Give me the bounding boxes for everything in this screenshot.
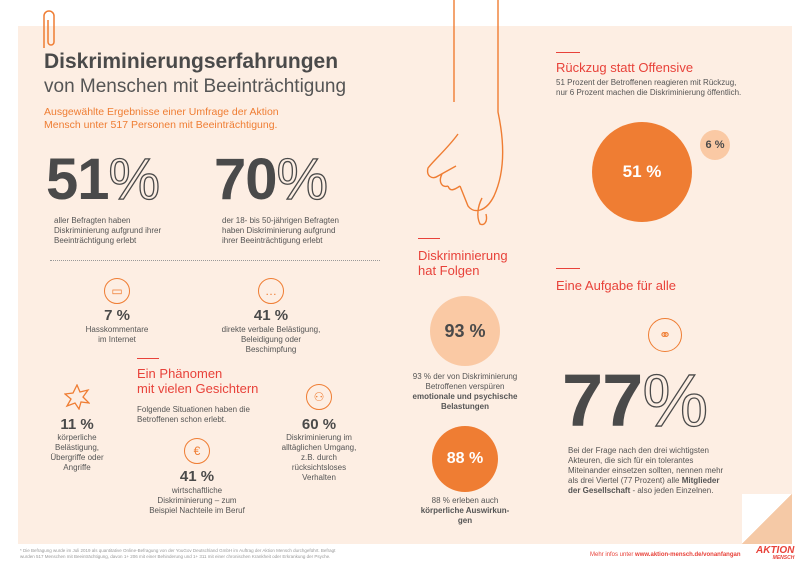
big-stat-number: 70	[214, 147, 278, 212]
circle-public-6: 6 %	[700, 130, 730, 160]
aktion-mensch-logo: AKTION MENSCH	[756, 545, 795, 562]
phenomenon-heading: Ein Phänomen mit vielen Gesichtern	[137, 366, 259, 396]
impact-icon	[64, 384, 90, 410]
stat-physical-desc: körperliche Belästigung, Übergriffe oder An…	[50, 433, 104, 472]
background-panel	[18, 26, 792, 544]
retreat-text: 51 Prozent der Betroffenen reagieren mit…	[556, 78, 742, 97]
section-rule	[556, 268, 580, 269]
stat-economic-desc: wirtschaftliche Diskriminierung – zum Beis…	[149, 486, 245, 515]
big-stat-77: 77%	[562, 358, 709, 443]
section-rule	[418, 238, 440, 239]
section-rule	[556, 52, 580, 53]
stat-physical-value: 11 %	[60, 416, 94, 433]
task-heading: Eine Aufgabe für alle	[556, 278, 676, 293]
big-stat-pct: %	[108, 146, 161, 212]
stat-economic-value: 41 %	[179, 468, 215, 485]
circle-93: 93 %	[430, 296, 500, 366]
handshake-icon: ⚭	[648, 318, 682, 352]
big-stat-70-desc: der 18- bis 50-jährigen Befragten haben D…	[222, 216, 339, 245]
monitor-icon: ▭	[104, 278, 130, 304]
big-stat-70: 70%	[214, 146, 329, 213]
stat-hate-desc: Hasskommentare im Internet	[85, 325, 149, 344]
page-title: Diskriminierungserfahrungen	[44, 50, 339, 73]
big-stat-pct: %	[276, 146, 329, 212]
consequences-88-desc: 88 % erleben auch körperliche Auswirkun-…	[420, 496, 510, 525]
section-rule	[137, 358, 159, 359]
footer-more-info: Mehr infos unter www.aktion-mensch.de/vo…	[590, 552, 741, 558]
circle-retreat-51: 51 %	[592, 122, 692, 222]
stat-verbal-value: 41 %	[253, 307, 289, 324]
intro-line-1: Ausgewählte Ergebnisse einer Umfrage der…	[44, 106, 279, 118]
big-stat-51-desc: aller Befragten haben Diskriminierung auf…	[54, 216, 162, 245]
phenomenon-text: Folgende Situationen haben die Betroffene…	[137, 405, 250, 424]
consequences-heading: Diskriminierung hat Folgen	[418, 248, 508, 278]
footer-url[interactable]: www.aktion-mensch.de/vonanfangan	[635, 552, 741, 558]
stat-hate-value: 7 %	[104, 307, 130, 324]
big-stat-pct: %	[642, 358, 709, 442]
stat-verbal-desc: direkte verbale Belästigung, Beleidigung …	[221, 325, 321, 354]
page-subtitle: von Menschen mit Beeinträchtigung	[44, 76, 347, 97]
big-stat-51: 51%	[46, 146, 161, 213]
task-desc: Bei der Frage nach den drei wichtigsten A…	[568, 446, 724, 495]
intro-line-2: Mensch unter 517 Personen mit Beeinträch…	[44, 119, 278, 131]
big-stat-number: 77	[562, 359, 643, 442]
euro-icon: €	[184, 438, 210, 464]
page-fold	[742, 494, 792, 544]
stat-daily-value: 60 %	[301, 416, 337, 433]
footnote: * Die Befragung wurde im Juli 2019 als q…	[20, 548, 336, 559]
speech-bubble-icon: …	[258, 278, 284, 304]
pointing-hand-icon	[426, 0, 504, 226]
people-icon: ⚇	[306, 384, 332, 410]
circle-88: 88 %	[432, 426, 498, 492]
retreat-heading: Rückzug statt Offensive	[556, 60, 694, 75]
big-stat-number: 51	[46, 147, 110, 212]
paperclip-icon	[43, 10, 55, 48]
stat-daily-desc: Diskriminierung im alltäglichen Umgang, z.…	[281, 433, 357, 482]
divider	[50, 260, 380, 261]
consequences-93-desc: 93 % der von Diskriminierung Betroffenen …	[412, 372, 518, 411]
